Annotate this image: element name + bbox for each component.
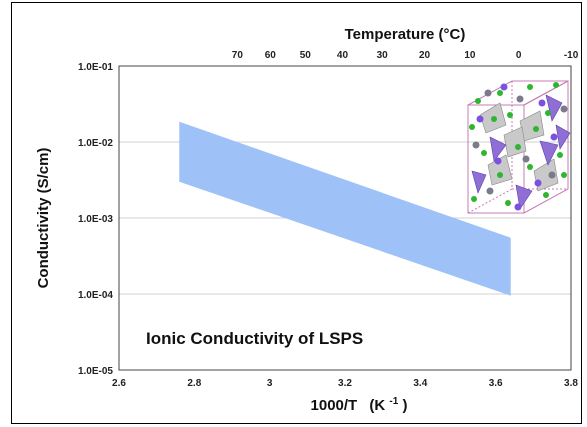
plot-area-border [118, 65, 572, 371]
top-axis-tick-label: 50 [300, 50, 312, 61]
y-tick-labels: 1.0E-05 1.0E-04 1.0E-03 1.0E-02 1.0E-01 [78, 62, 113, 377]
x-axis-unit-open: (K [369, 397, 385, 414]
top-axis-title: Temperature (°C) [345, 26, 466, 43]
top-axis-tick-label: 30 [377, 50, 389, 61]
crystal-structure-inset [467, 80, 571, 214]
x-tick-label: 3.2 [338, 378, 352, 389]
y-axis-title: Conductivity (S/cm) [35, 148, 52, 289]
y-tick-label: 1.0E-05 [78, 366, 113, 377]
x-tick-label: 3.6 [489, 378, 503, 389]
x-tick-label: 2.6 [112, 378, 126, 389]
top-axis-tick-label: 40 [337, 50, 349, 61]
chart-annotation: Ionic Conductivity of LSPS [146, 329, 363, 348]
chart-svg: 1.0E-051.0E-041.0E-031.0E-021.0E-01 2.6 2… [35, 26, 579, 414]
top-axis-tick-label: 60 [265, 50, 277, 61]
y-tick-label: 1.0E-03 [78, 214, 113, 225]
x-axis-unit-close: ) [402, 397, 407, 414]
top-axis-tick-label: 70 [232, 50, 244, 61]
y-tick-label: 1.0E-01 [78, 62, 113, 73]
top-axis-tick-label: 20 [419, 50, 431, 61]
top-axis-tick-label: -10 [564, 50, 579, 61]
x-tick-label: 3 [267, 378, 273, 389]
x-tick-label: 3.4 [413, 378, 427, 389]
x-tick-label: 2.8 [187, 378, 201, 389]
x-tick-labels: 2.6 2.8 3 3.2 3.4 3.6 3.8 [112, 378, 578, 389]
top-axis-tick-labels: 70 60 50 40 30 20 10 0 -10 [232, 50, 579, 61]
top-axis-tick-label: 10 [464, 50, 476, 61]
top-axis-tick-label: 0 [516, 50, 522, 61]
x-axis-title-main: 1000/T [311, 397, 358, 414]
x-tick-label: 3.8 [564, 378, 578, 389]
y-tick-label: 1.0E-02 [78, 138, 113, 149]
x-axis-unit-exp: -1 [389, 396, 398, 407]
chart-frame: 1.0E-05 1.0E-04 1.0E-03 1.0E-02 1.0E-01 2.6 2… [11, 2, 582, 424]
x-axis-title: 1000/T (K -1 ) [311, 391, 408, 414]
conductivity-band [179, 121, 511, 296]
y-tick-label: 1.0E-04 [78, 290, 113, 301]
